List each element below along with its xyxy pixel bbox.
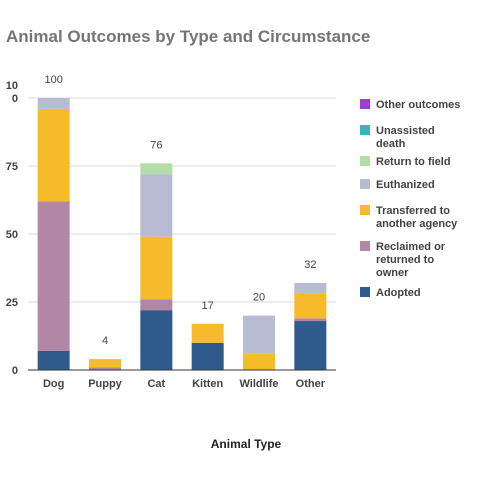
bar-segment — [140, 236, 173, 300]
gridlines — [28, 97, 336, 303]
bar-segment — [37, 350, 70, 370]
y-tick-label: 0 — [12, 365, 18, 377]
legend-entry: Euthanized — [376, 179, 435, 191]
bar-segment — [294, 318, 327, 322]
legend: Other outcomes Unassisted death Return to f… — [360, 99, 460, 299]
bar-segment — [37, 108, 70, 202]
bar-segment — [37, 201, 70, 351]
legend-swatch — [360, 179, 370, 189]
chart-title: Animal Outcomes by Type and Circumstance — [6, 27, 370, 46]
y-tick-label: 10 0 — [6, 80, 18, 105]
bars — [37, 98, 327, 370]
legend-entry: Other outcomes — [376, 99, 460, 111]
y-axis-ticks: 0 25 50 75 10 0 — [6, 80, 18, 377]
bar-total-label: 17 — [202, 300, 214, 312]
bar-segment — [243, 353, 275, 370]
bar-total-label: 32 — [304, 259, 316, 271]
bar-total-label: 76 — [150, 139, 162, 151]
y-tick-label: 75 — [6, 161, 18, 173]
y-tick-label: 50 — [6, 229, 18, 241]
bar-segment — [89, 367, 121, 370]
bar-segment — [140, 163, 173, 175]
x-tick-label: Wildlife — [239, 378, 278, 390]
x-tick-label: Dog — [43, 378, 64, 390]
x-axis-categories: Dog Puppy Cat Kitten Wildlife Other — [43, 378, 326, 390]
bar-segment — [294, 282, 327, 294]
legend-entry: Transferred to another agency — [376, 205, 458, 230]
legend-swatch — [360, 99, 370, 109]
bar-segment — [191, 342, 224, 370]
legend-entry: Adopted — [376, 287, 421, 299]
bar-segment — [243, 315, 275, 354]
x-axis-label: Animal Type — [211, 437, 282, 451]
bar-total-label: 20 — [253, 292, 265, 304]
x-tick-label: Puppy — [88, 378, 122, 390]
bar-segment — [140, 299, 173, 311]
bar-segment — [294, 293, 327, 319]
x-tick-label: Cat — [147, 378, 165, 390]
x-tick-label: Other — [296, 378, 326, 390]
bar-total-labels: 100 4 76 17 20 32 — [44, 74, 316, 347]
bar-segment — [89, 359, 121, 368]
bar-segment — [140, 174, 173, 237]
legend-entry: Unassisted death — [376, 125, 435, 150]
y-tick-label: 25 — [6, 297, 18, 309]
legend-swatch — [360, 241, 370, 251]
bar-segment — [294, 321, 327, 370]
legend-swatch — [360, 287, 370, 297]
bar-total-label: 4 — [102, 335, 108, 347]
legend-entry: Return to field — [376, 156, 451, 168]
bar-total-label: 100 — [44, 74, 62, 86]
x-tick-label: Kitten — [192, 378, 223, 390]
legend-entry: Reclaimed or returned to owner — [376, 241, 446, 279]
bar-segment — [191, 323, 224, 343]
legend-swatch — [360, 205, 370, 215]
bar-segment — [140, 310, 173, 370]
legend-swatch — [360, 125, 370, 135]
legend-swatch — [360, 156, 370, 166]
bar-segment — [37, 98, 70, 109]
